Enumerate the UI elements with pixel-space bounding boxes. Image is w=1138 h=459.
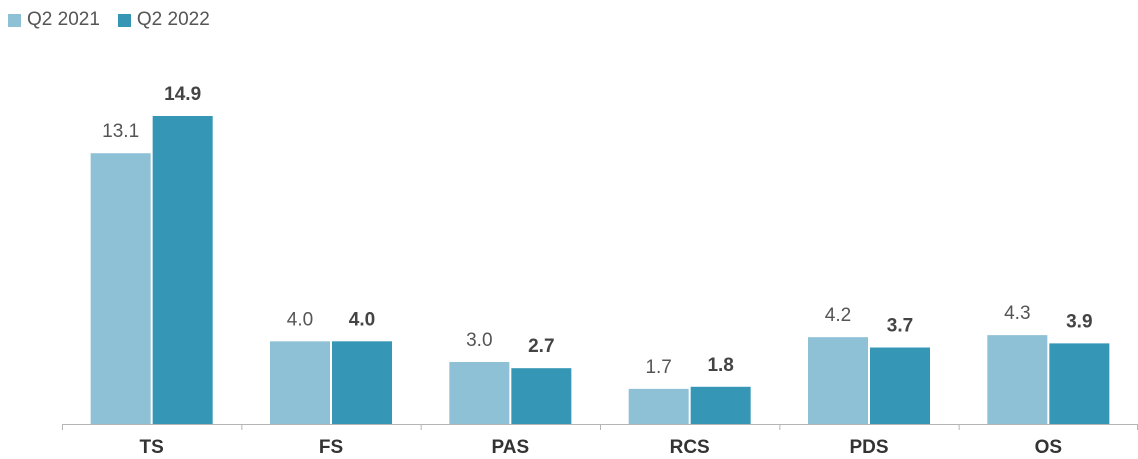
bar-ts-s1 (90, 153, 151, 424)
category-label-pds: PDS (849, 437, 888, 458)
legend-item-q2-2021: Q2 2021 (8, 9, 100, 31)
value-label-pas-s1: 3.0 (466, 330, 492, 351)
value-labels-group: 13.1 14.9 4.0 4.0 3.0 2.7 1.7 1.8 4.2 3.7 4.3 3.9 (102, 84, 1092, 378)
value-label-rcs-s2: 1.8 (707, 355, 733, 376)
value-label-os-s2: 3.9 (1066, 311, 1092, 332)
value-label-ts-s2: 14.9 (164, 84, 201, 105)
category-label-ts: TS (140, 437, 164, 458)
bar-os-s1 (987, 335, 1048, 424)
bars-group (90, 116, 1110, 424)
legend: Q2 2021 Q2 2022 (8, 8, 210, 32)
bar-fs-s1 (270, 341, 330, 424)
category-label-rcs: RCS (670, 437, 710, 458)
bar-rcs-s1 (628, 388, 689, 424)
value-label-pds-s1: 4.2 (825, 305, 851, 326)
value-label-fs-s2: 4.0 (349, 309, 375, 330)
legend-swatch-q2-2022 (117, 13, 131, 27)
bar-os-s2 (1049, 343, 1110, 424)
bar-fs-s2 (332, 341, 392, 424)
bar-pds-s2 (870, 347, 930, 424)
bar-rcs-s2 (690, 386, 751, 424)
legend-label-q2-2022: Q2 2022 (136, 9, 210, 30)
value-label-os-s1: 4.3 (1004, 303, 1030, 324)
bar-pas-s2 (511, 368, 572, 424)
value-label-rcs-s1: 1.7 (645, 357, 671, 378)
legend-swatch-q2-2021 (8, 13, 21, 27)
category-labels-group: TS FS PAS RCS PDS OS (140, 437, 1063, 458)
value-label-ts-s1: 13.1 (102, 121, 139, 142)
bar-pas-s1 (449, 361, 510, 424)
category-label-pas: PAS (491, 437, 529, 458)
category-label-os: OS (1035, 437, 1062, 458)
legend-label-q2-2021: Q2 2021 (27, 9, 100, 30)
bar-pds-s1 (808, 337, 868, 424)
legend-item-q2-2022: Q2 2022 (117, 9, 210, 31)
value-label-pds-s2: 3.7 (887, 316, 913, 337)
value-label-pas-s2: 2.7 (528, 336, 554, 357)
value-label-fs-s1: 4.0 (287, 309, 313, 330)
x-axis (62, 424, 1138, 430)
category-label-fs: FS (319, 437, 343, 458)
bar-ts-s2 (152, 116, 213, 424)
